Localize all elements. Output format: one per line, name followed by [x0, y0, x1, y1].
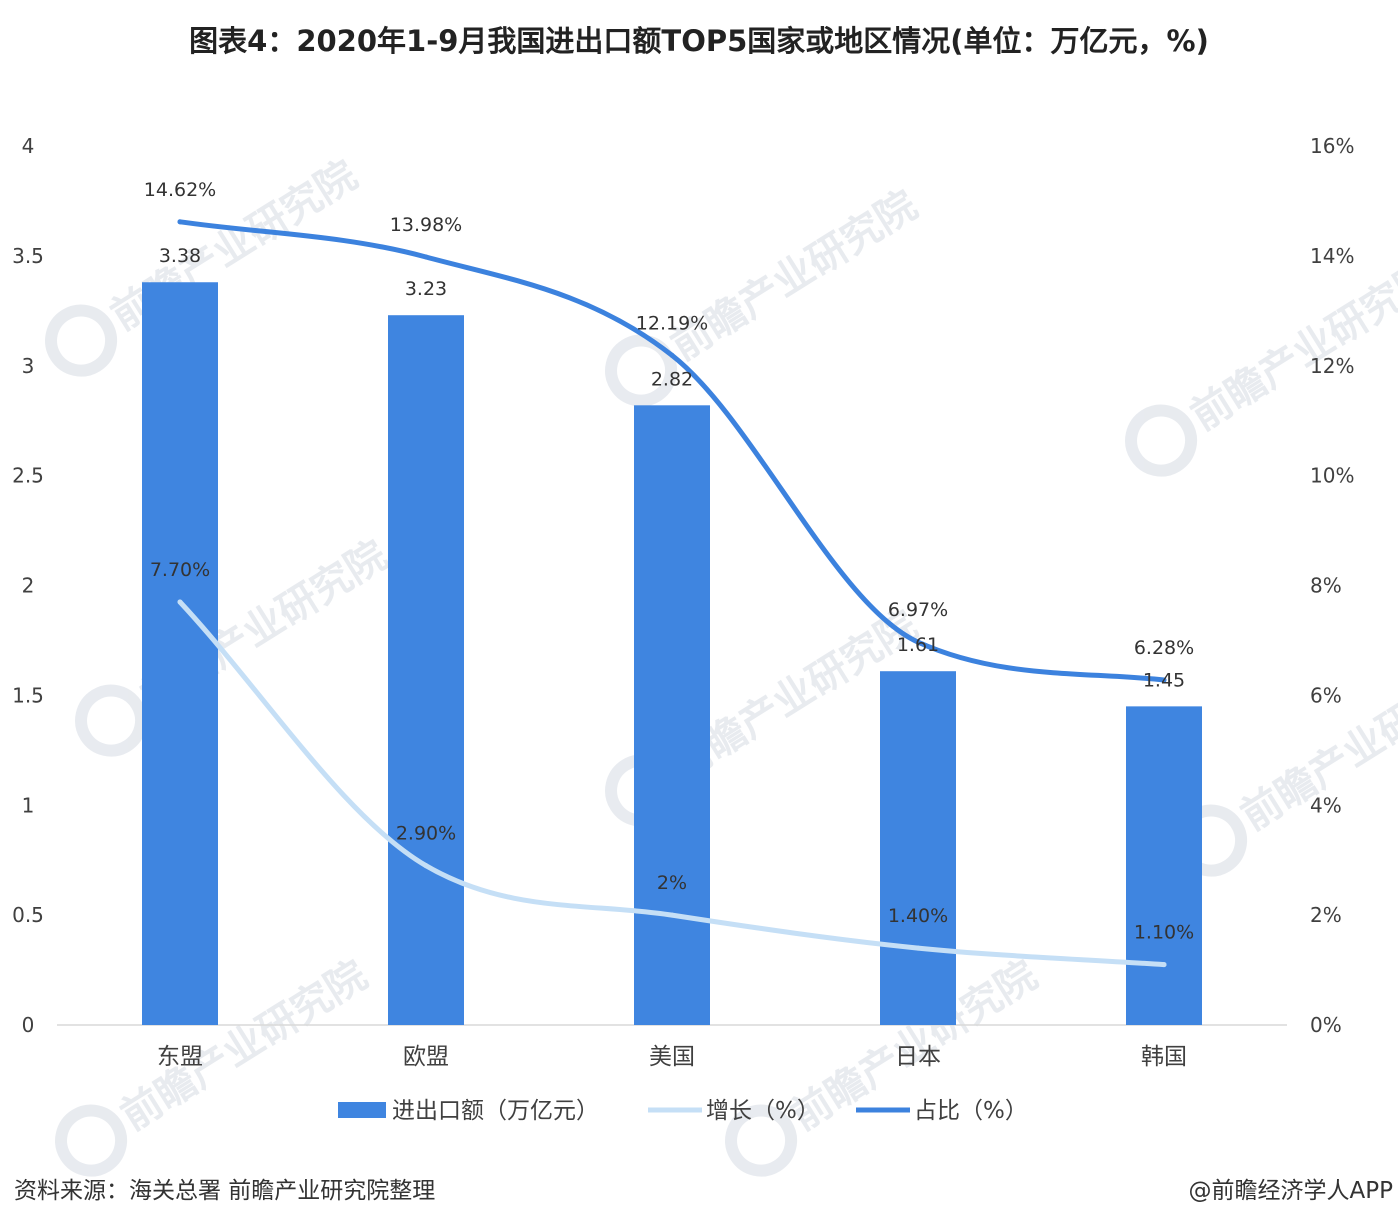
share-line-value-label: 6.28% — [1134, 637, 1194, 659]
growth-line-point — [177, 599, 183, 605]
x-category-label: 日本 — [895, 1044, 941, 1070]
watermark-logo-icon — [1125, 404, 1198, 477]
bar-value-label: 1.45 — [1143, 669, 1185, 691]
share-line-point — [915, 639, 921, 645]
x-category-label: 东盟 — [157, 1044, 203, 1070]
growth-line-value-label: 2.90% — [396, 823, 456, 845]
watermark-logo-icon — [55, 1104, 128, 1177]
legend: 进出口额（万亿元） 增长（%） 占比（%） — [338, 1098, 1028, 1124]
growth-line-value-label: 1.10% — [1134, 922, 1194, 944]
y-left-tick-label: 2.5 — [12, 464, 44, 488]
legend-label: 增长（%） — [706, 1098, 820, 1124]
y-right-tick-label: 6% — [1310, 683, 1342, 707]
legend-bar-swatch — [338, 1102, 386, 1118]
y-right-tick-label: 16% — [1310, 134, 1354, 158]
y-right-tick-label: 14% — [1310, 244, 1354, 268]
y-left-tick-label: 1 — [22, 793, 35, 817]
watermark-logo-icon — [75, 684, 148, 757]
growth-line-point — [915, 945, 921, 951]
y-left-tick-label: 3.5 — [12, 244, 44, 268]
watermark-logo-icon — [725, 1104, 798, 1177]
x-category-label: 韩国 — [1141, 1044, 1187, 1070]
source-note: 资料来源：海关总署 前瞻产业研究院整理 — [14, 1178, 435, 1204]
share-line-point — [423, 254, 429, 260]
y-right-tick-label: 10% — [1310, 464, 1354, 488]
share-line-value-label: 6.97% — [888, 599, 948, 621]
bar — [1126, 706, 1202, 1025]
growth-line-value-label: 2% — [657, 872, 687, 894]
y-right-tick-label: 0% — [1310, 1013, 1342, 1037]
bar — [880, 671, 956, 1025]
bar-value-label: 1.61 — [897, 634, 939, 656]
share-line-point — [1161, 677, 1167, 683]
y-left-tick-label: 2 — [22, 574, 35, 598]
share-line-point — [177, 219, 183, 225]
growth-line-value-label: 1.40% — [888, 905, 948, 927]
y-left-tick-label: 1.5 — [12, 683, 44, 707]
y-left-tick-label: 0 — [22, 1013, 35, 1037]
y-right-tick-label: 12% — [1310, 354, 1354, 378]
y-left-tick-label: 0.5 — [12, 903, 44, 927]
y-axis-left: 0 0.5 1 1.5 2 2.5 3 3.5 4 — [12, 134, 44, 1037]
share-line-point — [669, 352, 675, 358]
share-line — [177, 219, 1167, 683]
bar-value-label: 2.82 — [651, 368, 693, 390]
share-line-value-label: 14.62% — [144, 179, 216, 201]
legend-label: 进出口额（万亿元） — [392, 1098, 599, 1124]
y-right-tick-label: 8% — [1310, 574, 1342, 598]
x-category-label: 美国 — [649, 1044, 695, 1070]
growth-line-value-label: 7.70% — [150, 559, 210, 581]
watermark-logo-icon — [45, 304, 118, 377]
y-axis-right: 0% 2% 4% 6% 8% 10% 12% 14% 16% — [1310, 134, 1354, 1037]
growth-line — [177, 599, 1167, 968]
growth-line-point — [423, 863, 429, 869]
y-right-tick-label: 2% — [1310, 903, 1342, 927]
share-line-value-label: 13.98% — [390, 214, 462, 236]
y-left-tick-label: 4 — [22, 134, 35, 158]
data-labels: 3.38 3.23 2.82 1.61 1.45 7.70% 2.90% 2% 1.40% 1.1… — [144, 179, 1194, 944]
bar — [142, 282, 218, 1025]
growth-line-point — [669, 912, 675, 918]
bar — [388, 315, 464, 1025]
bar-value-label: 3.23 — [405, 278, 447, 300]
bar — [634, 405, 710, 1025]
y-left-tick-label: 3 — [22, 354, 35, 378]
x-axis: 东盟 欧盟 美国 日本 韩国 — [157, 1044, 1187, 1070]
growth-line-point — [1161, 962, 1167, 968]
x-category-label: 欧盟 — [403, 1044, 449, 1070]
bar-value-label: 3.38 — [159, 245, 201, 267]
share-line-value-label: 12.19% — [636, 312, 708, 334]
chart-title: 图表4：2020年1-9月我国进出口额TOP5国家或地区情况(单位：万亿元，%) — [189, 24, 1209, 58]
line-series — [177, 219, 1167, 968]
credit-note: @前瞻经济学人APP — [1189, 1178, 1394, 1204]
legend-label: 占比（%） — [914, 1098, 1028, 1124]
watermark-logo-icon — [605, 334, 678, 407]
bar-series — [142, 282, 1202, 1025]
y-right-tick-label: 4% — [1310, 793, 1342, 817]
